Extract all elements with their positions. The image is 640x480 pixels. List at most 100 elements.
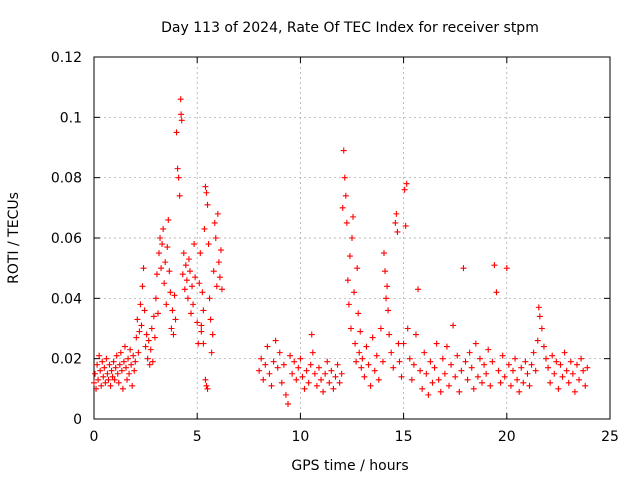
data-point	[305, 379, 312, 386]
data-point	[534, 337, 541, 344]
data-point	[164, 244, 171, 251]
data-point	[377, 325, 384, 332]
data-point	[141, 307, 148, 314]
data-point	[415, 286, 422, 293]
data-point	[140, 265, 147, 272]
data-point	[170, 331, 177, 338]
data-point	[175, 174, 182, 181]
data-point	[165, 216, 172, 223]
x-tick-label: 10	[291, 429, 309, 445]
data-point	[154, 310, 161, 317]
data-point	[497, 379, 504, 386]
data-point	[171, 292, 178, 299]
data-point	[401, 186, 408, 193]
data-point	[289, 370, 296, 377]
data-point	[152, 295, 159, 302]
data-point	[547, 379, 554, 386]
data-point	[185, 256, 192, 263]
data-point	[485, 346, 492, 353]
data-point	[516, 388, 523, 395]
data-point	[178, 117, 185, 124]
data-point	[524, 370, 531, 377]
x-axis-label: GPS time / hours	[291, 458, 408, 474]
data-point	[367, 382, 374, 389]
y-tick-label: 0.12	[51, 50, 82, 66]
data-point	[565, 379, 572, 386]
data-point	[124, 376, 131, 383]
data-point	[384, 283, 391, 290]
data-point	[402, 222, 409, 229]
data-point	[493, 289, 500, 296]
data-point	[168, 325, 175, 332]
data-point	[200, 340, 207, 347]
data-point	[260, 376, 267, 383]
data-point	[162, 259, 169, 266]
data-point	[108, 367, 115, 374]
data-point	[169, 307, 176, 314]
data-point	[470, 385, 477, 392]
data-point	[173, 129, 180, 136]
data-point	[528, 361, 535, 368]
data-point	[159, 241, 166, 248]
data-point	[98, 382, 105, 389]
data-point	[535, 304, 542, 311]
data-point	[421, 349, 428, 356]
data-point	[105, 376, 112, 383]
data-point	[341, 174, 348, 181]
data-point	[91, 379, 97, 386]
data-point	[431, 364, 438, 371]
data-point	[495, 367, 502, 374]
data-point	[443, 343, 450, 350]
data-point	[462, 358, 469, 365]
data-point	[127, 346, 134, 353]
data-point	[125, 355, 132, 362]
data-point	[139, 283, 146, 290]
data-point	[352, 340, 359, 347]
data-point	[359, 355, 366, 362]
data-point	[386, 331, 393, 338]
data-point	[382, 268, 389, 275]
data-point	[489, 358, 496, 365]
data-point	[130, 352, 137, 359]
data-point	[503, 265, 510, 272]
data-point	[102, 379, 109, 386]
data-point	[530, 349, 537, 356]
data-point	[142, 343, 149, 350]
data-point	[181, 286, 188, 293]
data-point	[200, 307, 207, 314]
data-point	[419, 385, 426, 392]
data-point	[133, 334, 140, 341]
data-point	[361, 373, 368, 380]
data-point	[100, 373, 107, 380]
data-point	[483, 370, 490, 377]
data-point	[144, 355, 151, 362]
data-point	[551, 370, 558, 377]
data-point	[567, 358, 574, 365]
data-point	[336, 379, 343, 386]
data-point	[408, 376, 415, 383]
data-point	[555, 385, 562, 392]
data-point	[373, 352, 380, 359]
data-point	[395, 340, 402, 347]
data-point	[206, 295, 213, 302]
chart-title: Day 113 of 2024, Rate Of TEC Index for r…	[161, 20, 539, 36]
data-point	[330, 385, 337, 392]
data-point	[520, 379, 527, 386]
data-point	[183, 277, 190, 284]
data-point	[117, 349, 124, 356]
data-point	[369, 334, 376, 341]
tick-labels: 0 5 10 15 20 25 0 0.02 0.04 0.06 0.08 0.1 0.12	[51, 50, 619, 445]
data-point	[205, 241, 212, 248]
data-point	[201, 225, 208, 232]
data-point	[92, 370, 99, 377]
data-point	[540, 343, 547, 350]
data-point	[582, 382, 589, 389]
data-point	[385, 307, 392, 314]
data-point	[536, 313, 543, 320]
data-point	[131, 367, 138, 374]
data-point	[158, 265, 165, 272]
data-point	[472, 340, 479, 347]
data-point	[204, 385, 211, 392]
data-point	[276, 349, 283, 356]
